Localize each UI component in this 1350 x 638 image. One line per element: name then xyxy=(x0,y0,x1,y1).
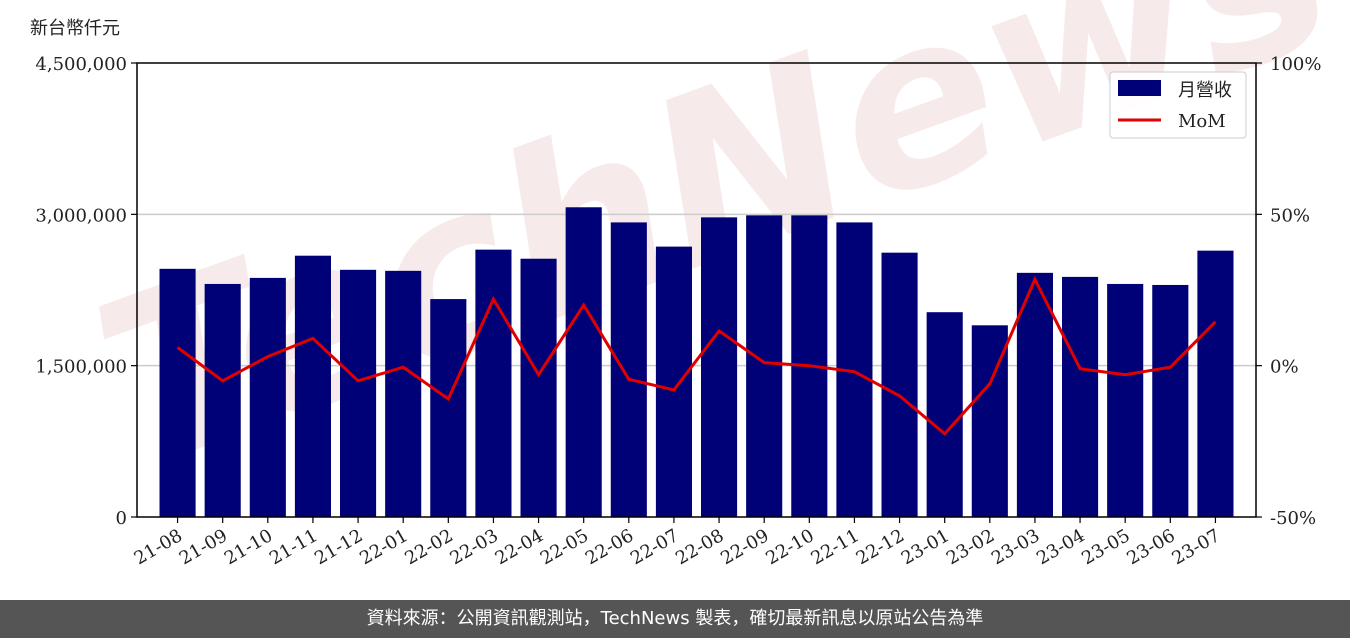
bar-23-01 xyxy=(926,312,963,517)
x-tick-label-22-09: 22-09 xyxy=(717,525,772,569)
x-tick-label-22-11: 22-11 xyxy=(807,525,862,569)
x-tick-label-22-04: 22-04 xyxy=(492,525,547,569)
y2-tick-label-2: 50% xyxy=(1270,205,1310,226)
y-tick-label-0: 0 xyxy=(116,508,127,529)
bar-21-09 xyxy=(204,283,241,517)
y2-tick-label-3: 100% xyxy=(1270,54,1321,75)
x-tick-label-22-03: 22-03 xyxy=(446,525,501,569)
bar-22-05 xyxy=(565,207,602,517)
x-tick-label-23-07: 23-07 xyxy=(1168,525,1223,569)
bar-22-01 xyxy=(385,270,422,517)
footer-source-note: 資料來源：公開資訊觀測站，TechNews 製表，確切最新訊息以原站公告為準 xyxy=(0,600,1350,638)
x-tick-label-22-02: 22-02 xyxy=(401,525,456,569)
bar-22-09 xyxy=(746,215,783,517)
bar-22-06 xyxy=(610,222,647,517)
x-tick-label-23-03: 23-03 xyxy=(988,525,1043,569)
y-axis-unit-label: 新台幣仟元 xyxy=(30,18,120,39)
x-tick-label-23-01: 23-01 xyxy=(898,525,953,569)
x-tick-label-21-12: 21-12 xyxy=(311,525,366,569)
bar-22-04 xyxy=(520,258,557,517)
plot-frame xyxy=(136,62,1257,518)
bar-23-03 xyxy=(1016,272,1053,517)
legend-label-bars: 月營收 xyxy=(1178,80,1232,101)
y-tick-label-2: 3,000,000 xyxy=(35,205,127,226)
y-tick-label-3: 4,500,000 xyxy=(35,54,127,75)
y2-tick-label-1: 0% xyxy=(1270,357,1299,378)
bar-21-10 xyxy=(249,277,286,517)
x-axis: 21-0821-0921-1021-1121-1222-0122-0222-03… xyxy=(131,517,1224,569)
revenue-bars xyxy=(159,207,1234,518)
x-tick-label-22-08: 22-08 xyxy=(672,525,727,569)
y2-tick-label-0: -50% xyxy=(1270,508,1316,529)
x-tick-label-23-04: 23-04 xyxy=(1033,525,1088,569)
bar-23-05 xyxy=(1107,283,1144,517)
y-axis-right: -50% 0% 50% 100% xyxy=(1256,54,1321,529)
x-tick-label-21-10: 21-10 xyxy=(221,525,276,569)
bar-22-08 xyxy=(701,217,738,518)
x-tick-label-22-01: 22-01 xyxy=(356,525,411,569)
bar-21-11 xyxy=(294,255,331,517)
bar-21-08 xyxy=(159,268,196,517)
bar-22-12 xyxy=(881,252,918,517)
bar-21-12 xyxy=(340,269,377,517)
x-tick-label-23-06: 23-06 xyxy=(1123,525,1178,569)
bar-23-06 xyxy=(1152,284,1189,517)
y-tick-label-1: 1,500,000 xyxy=(35,357,127,378)
bar-22-02 xyxy=(430,299,467,517)
legend: 月營收 MoM xyxy=(1109,71,1247,139)
x-tick-label-22-07: 22-07 xyxy=(627,525,682,569)
x-tick-label-23-05: 23-05 xyxy=(1078,525,1133,569)
revenue-chart: TechNews 新台幣仟元 01,500,0003,000,0004,500,… xyxy=(30,0,1350,569)
bar-22-03 xyxy=(475,249,512,517)
x-tick-label-22-06: 22-06 xyxy=(582,525,637,569)
x-tick-label-21-08: 21-08 xyxy=(131,525,186,569)
legend-swatch-bars xyxy=(1118,80,1161,96)
mom-line xyxy=(176,275,1217,436)
x-tick-label-21-09: 21-09 xyxy=(176,525,231,569)
x-tick-label-22-05: 22-05 xyxy=(537,525,592,569)
x-tick-label-21-11: 21-11 xyxy=(266,525,321,569)
legend-label-line: MoM xyxy=(1178,111,1226,132)
x-tick-label-23-02: 23-02 xyxy=(943,525,998,569)
x-tick-label-22-10: 22-10 xyxy=(762,525,817,569)
bar-22-07 xyxy=(655,246,692,517)
bar-23-04 xyxy=(1062,276,1099,517)
y-axis-left: 0 1,500,000 3,000,000 4,500,000 xyxy=(35,54,137,529)
bar-23-07 xyxy=(1197,250,1234,518)
x-tick-label-22-12: 22-12 xyxy=(853,525,908,569)
